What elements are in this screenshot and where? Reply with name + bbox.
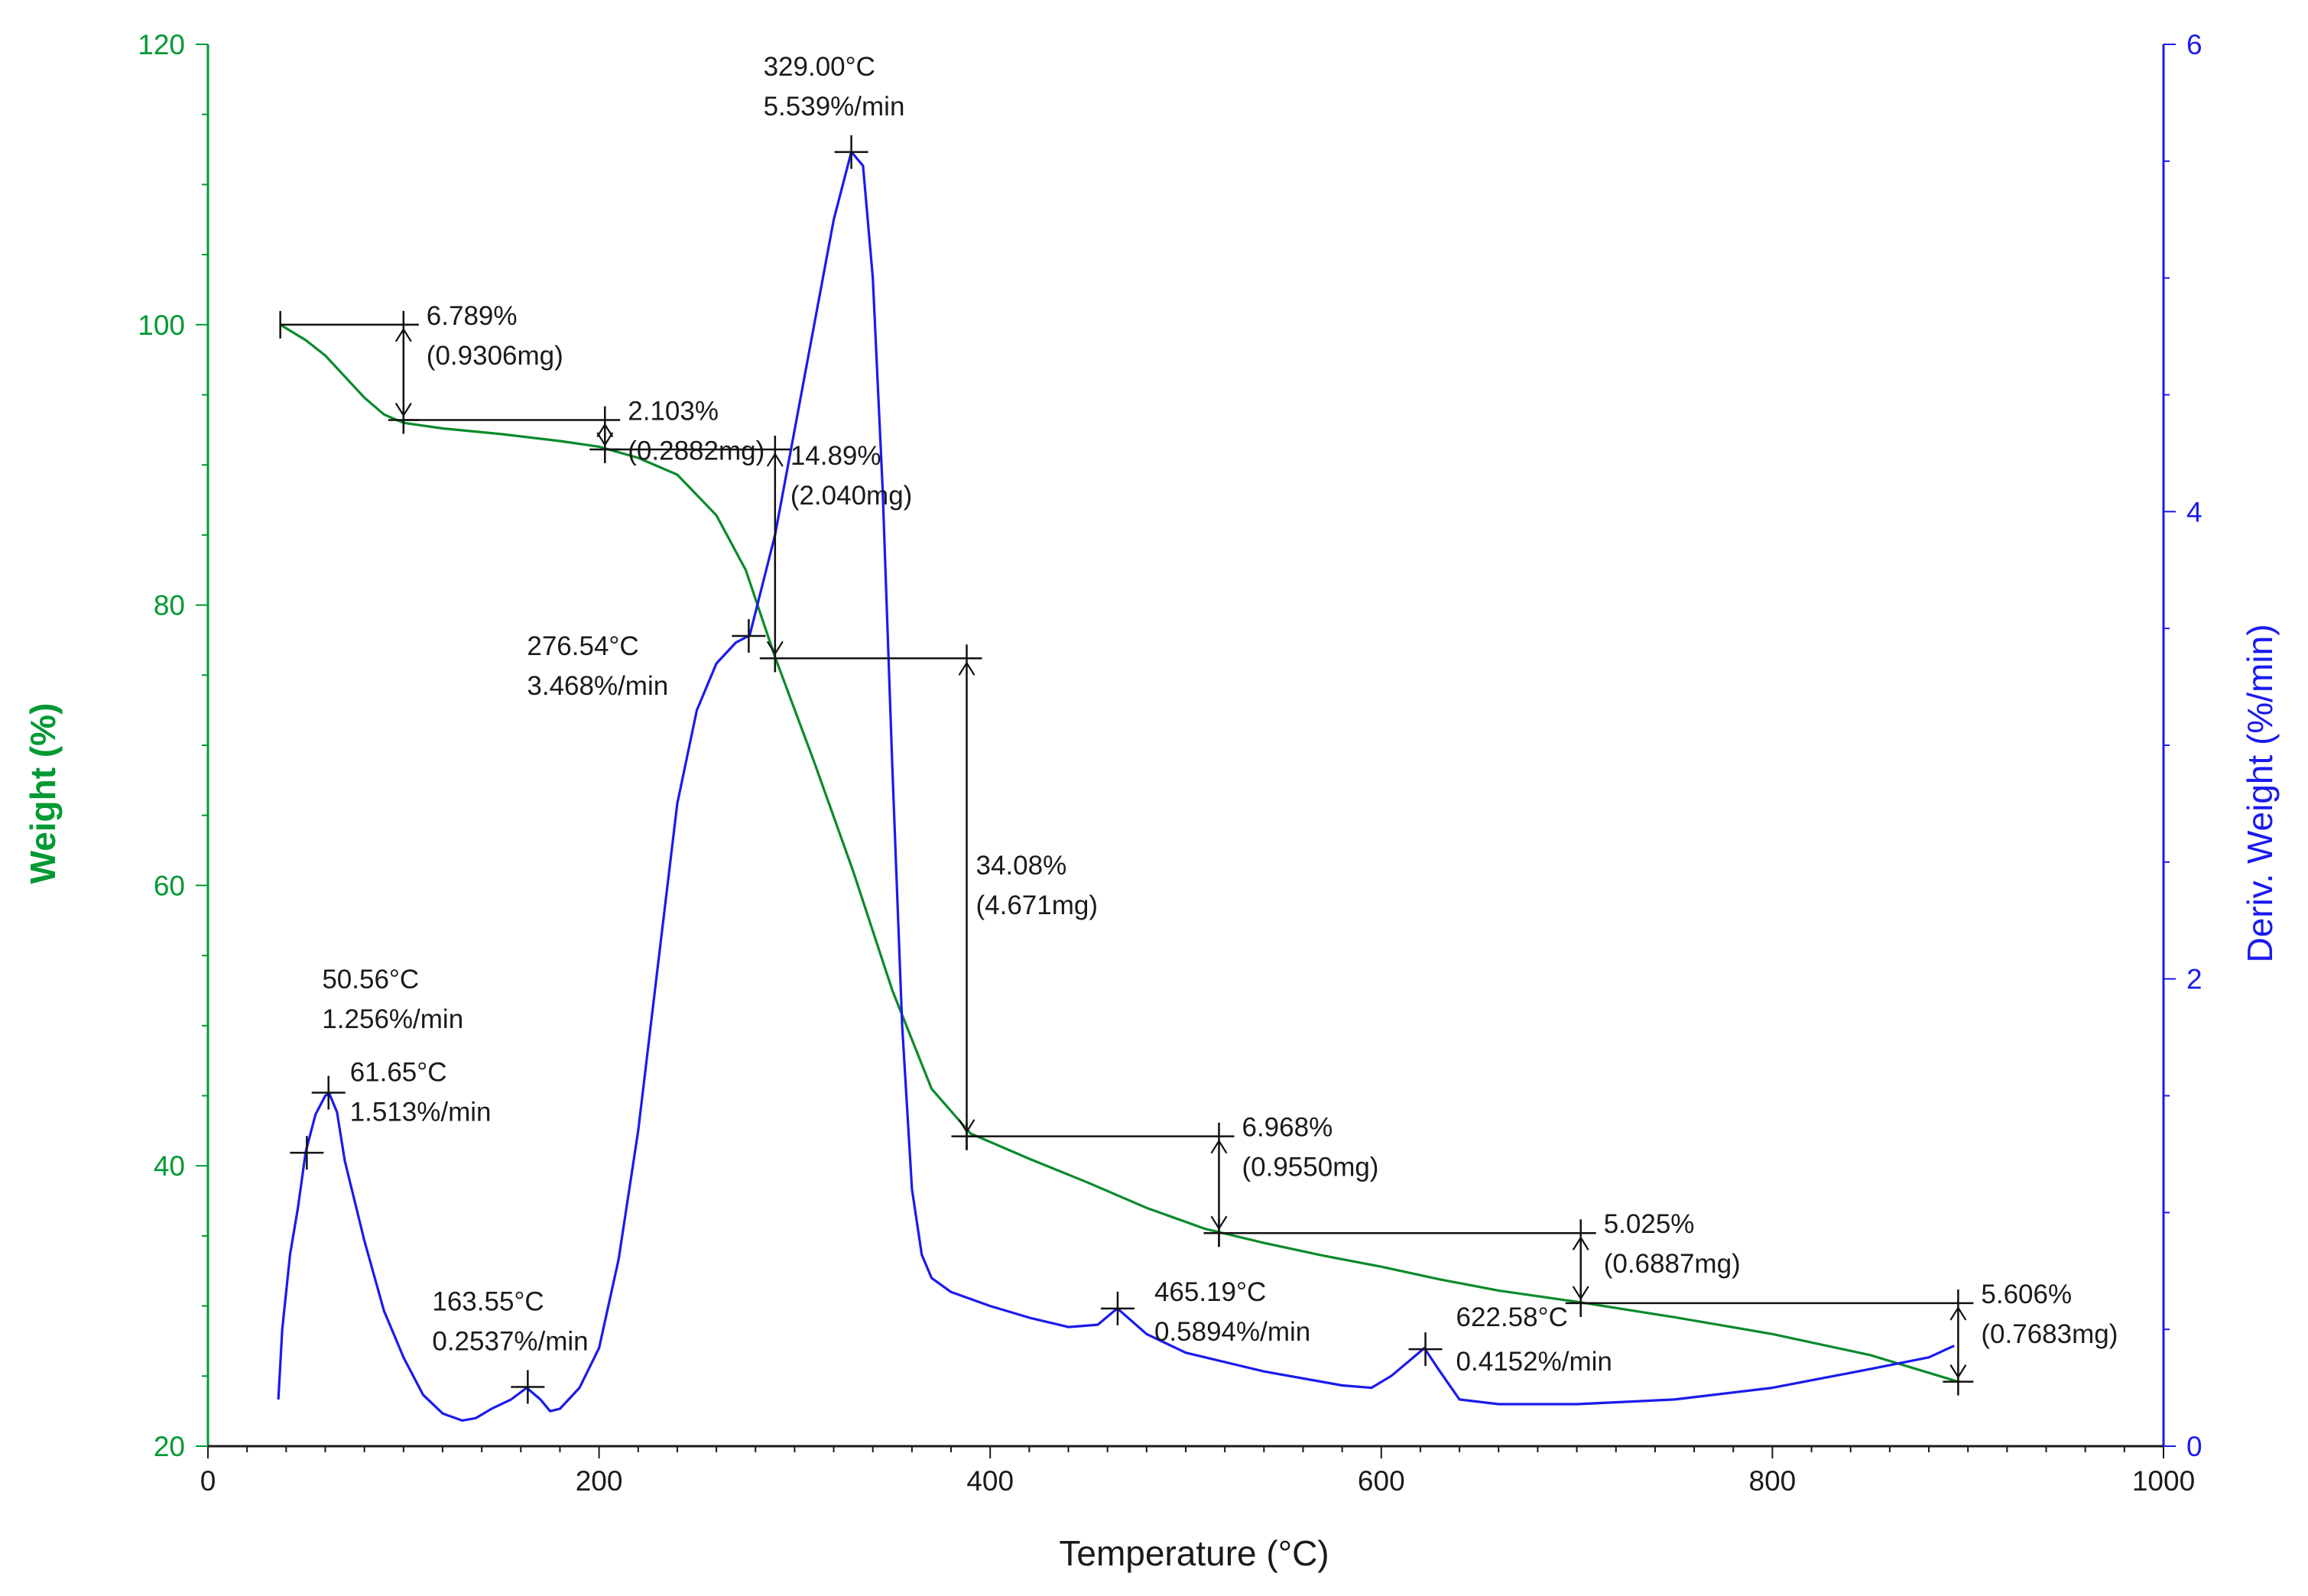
peak-annotation: 465.19°C 0.5894%/min [1154,1277,1310,1347]
peak-temperature-label: 50.56°C [322,965,419,994]
step-arrow-up [1210,1139,1228,1154]
x-tick-label: 1000 [2132,1465,2195,1497]
peak-marker [290,1136,324,1170]
y-left-tick-label: 20 [154,1431,185,1462]
peak-annotation: 61.65°C 1.513%/min [350,1058,492,1127]
peak-marker [311,1075,346,1110]
peak-annotation: 622.58°C 0.4152%/min [1456,1302,1612,1377]
step-percent-label: 2.103% [628,397,719,427]
peak-annotation: 50.56°C 1.256%/min [322,965,463,1034]
step-mass-label: (0.7683mg) [1981,1319,2118,1349]
step-percent-label: 34.08% [976,851,1067,881]
peak-temperature-label: 61.65°C [350,1058,447,1088]
step-annotation: 5.606% (0.7683mg) [1579,1280,2118,1396]
step-mass-label: (4.671mg) [976,890,1099,920]
deriv-series-line [277,151,1955,1422]
step-arrow-up [1572,1236,1589,1251]
step-mass-label: (2.040mg) [790,481,913,511]
peak-annotation: 163.55°C 0.2537%/min [432,1286,588,1356]
step-percent-label: 14.89% [790,441,881,471]
y-right-tick-label: 6 [2186,29,2203,60]
peak-temperature-label: 622.58°C [1456,1302,1568,1332]
step-annotation: 2.103% (0.2882mg) [402,397,764,466]
y-left-axis-title: Weight (%) [23,703,63,884]
step-annotation: 5.025% (0.6887mg) [1218,1209,1741,1317]
step-arrow-down [1949,1364,1967,1379]
y-left-tick-label: 120 [138,29,185,60]
peak-rate-label: 3.468%/min [527,671,668,701]
x-tick-label: 800 [1749,1465,1797,1497]
peak-rate-label: 1.513%/min [350,1098,492,1127]
step-arrow-up [958,661,975,676]
peak-rate-label: 5.539%/min [764,92,905,122]
step-percent-label: 6.789% [427,301,518,331]
step-percent-label: 6.968% [1242,1113,1333,1143]
y-right-axis-title: Deriv. Weight (%/min) [2240,624,2280,962]
step-annotation: 34.08% (4.671mg) [774,644,1099,1150]
x-tick-label: 600 [1358,1465,1405,1497]
step-mass-label: (0.9550mg) [1242,1153,1378,1182]
step-arrow-up [394,327,412,342]
x-tick-label: 400 [966,1465,1014,1497]
peak-rate-label: 1.256%/min [322,1004,463,1034]
y-left-tick-label: 40 [154,1150,185,1182]
peak-marker [1408,1332,1443,1367]
step-annotation: 6.968% (0.9550mg) [966,1113,1378,1247]
step-arrow-up [596,423,614,438]
y-left-tick-label: 60 [154,870,185,901]
peak-temperature-label: 163.55°C [432,1286,544,1316]
step-arrow-up [766,452,784,467]
step-arrow-up [1949,1306,1967,1321]
y-right-tick-label: 2 [2186,964,2203,995]
step-percent-label: 5.606% [1981,1280,2072,1309]
peak-temperature-label: 276.54°C [527,631,638,661]
x-axis-title: Temperature (°C) [1059,1533,1329,1573]
x-tick-label: 0 [200,1465,216,1497]
peak-marker [511,1370,545,1404]
x-tick-label: 200 [576,1465,623,1497]
annotation-layer: 6.789% (0.9306mg) 2.103% (0.2882mg) 14.89% (2… [279,52,2118,1404]
step-annotation: 6.789% (0.9306mg) [279,301,563,434]
peak-rate-label: 0.4152%/min [1456,1347,1612,1377]
peak-rate-label: 0.2537%/min [432,1326,588,1356]
peak-temperature-label: 465.19°C [1154,1277,1266,1307]
axes-layer: 0 200 400 600 800 1000 20 40 60 80 100 120 0 2 4 6 [138,29,2202,1497]
step-annotation: 14.89% (2.040mg) [604,436,913,673]
peak-marker [1100,1291,1135,1325]
peak-rate-label: 0.5894%/min [1154,1317,1310,1347]
step-mass-label: (0.2882mg) [628,436,764,466]
y-right-tick-label: 4 [2186,496,2203,527]
step-percent-label: 5.025% [1604,1209,1695,1239]
peak-annotation: 276.54°C 3.468%/min [527,631,668,701]
step-mass-label: (0.9306mg) [427,341,563,371]
peak-temperature-label: 329.00°C [764,52,875,82]
y-left-tick-label: 80 [154,590,185,621]
peak-marker [834,135,868,169]
y-left-tick-label: 100 [138,310,185,341]
step-mass-label: (0.6887mg) [1604,1249,1741,1279]
y-right-tick-label: 0 [2186,1431,2203,1462]
peak-marker [732,618,766,653]
peak-annotation: 329.00°C 5.539%/min [764,52,905,122]
